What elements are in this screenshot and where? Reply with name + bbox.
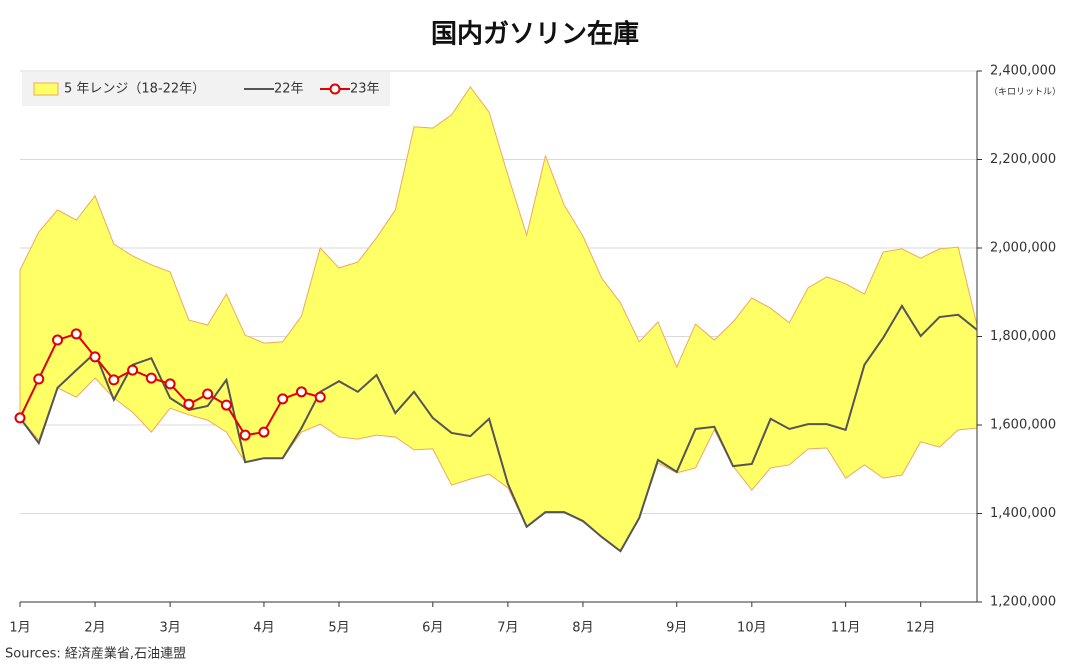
chart-title: 国内ガソリン在庫 — [431, 20, 639, 50]
point — [220, 399, 232, 411]
y-tick-label: 2,400,000 — [990, 64, 1056, 79]
y-tick-label: 1,200,000 — [990, 595, 1056, 610]
point — [258, 426, 270, 438]
series-line — [19, 304, 978, 553]
unit-label: （キロリットル） — [989, 87, 1061, 98]
source: Sources: 経済産業省,石油連盟 — [5, 646, 186, 662]
x-tick-label: 8月 — [572, 621, 593, 636]
legend: 5 年レンジ（18-22年） 22年 23年 — [22, 72, 390, 106]
point — [89, 351, 101, 363]
legend-swatch — [33, 82, 59, 96]
x-tick-label: 10月 — [737, 621, 767, 636]
legend-label: 23年 — [350, 82, 380, 97]
y-tick-label: 2,000,000 — [990, 241, 1056, 256]
y-tick-label: 1,400,000 — [990, 506, 1056, 521]
y-tick-label: 2,200,000 — [990, 152, 1056, 167]
y-tick-label: 1,800,000 — [990, 329, 1056, 344]
point — [145, 372, 157, 384]
point — [52, 334, 64, 346]
legend-label: 5 年レンジ（18-22年） — [64, 82, 205, 97]
x-tick-label: 5月 — [328, 621, 349, 636]
x-tick-label: 9月 — [666, 621, 687, 636]
x-tick-label: 6月 — [422, 621, 443, 636]
y-tick-label: 1,600,000 — [990, 418, 1056, 433]
x-tick-label: 2月 — [84, 621, 105, 636]
x-tick-label: 3月 — [159, 621, 180, 636]
point — [239, 429, 251, 441]
x-tick-label: 12月 — [906, 621, 936, 636]
x-tick-label: 1月 — [9, 621, 30, 636]
point — [314, 391, 326, 403]
point — [183, 398, 195, 410]
legend-label: 22年 — [274, 82, 304, 97]
legend-marker — [329, 83, 341, 95]
range-band — [19, 86, 978, 552]
x-tick-label: 7月 — [497, 621, 518, 636]
point — [202, 388, 214, 400]
x-tick-label: 4月 — [253, 621, 274, 636]
point — [277, 393, 289, 405]
point — [127, 364, 139, 376]
point — [14, 412, 26, 424]
point — [33, 373, 45, 385]
point — [164, 378, 176, 390]
point — [70, 328, 82, 340]
point — [295, 386, 307, 398]
point — [108, 374, 120, 386]
x-tick-label: 11月 — [831, 621, 861, 636]
